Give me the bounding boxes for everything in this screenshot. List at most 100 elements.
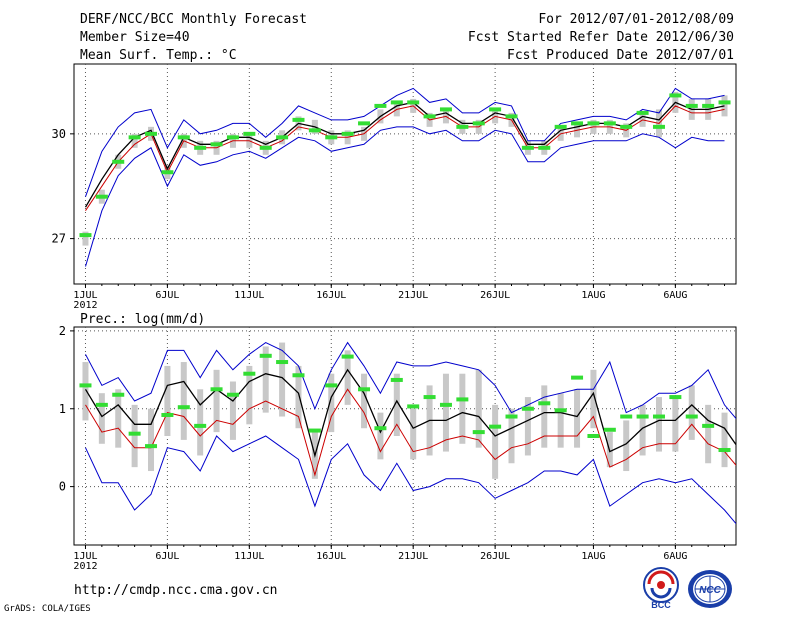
prec-spread-box	[541, 385, 548, 448]
prec-spread-box	[393, 373, 400, 436]
temp-observed-marker	[407, 100, 420, 105]
prec-spread-box	[738, 428, 744, 486]
fcst-produced-date: Fcst Produced Date 2012/07/01	[507, 48, 734, 63]
precipitation-panel: 1JUL 6JUL 11JUL 16JUL 21JUL 26JUL 1AUG 6AUG2012…	[59, 324, 744, 572]
prec-spread-box	[279, 342, 286, 417]
prec-min-line	[85, 435, 736, 525]
temp-observed-marker	[587, 121, 600, 126]
bcc-logo: BCC	[643, 567, 679, 610]
temp-spread-box	[721, 95, 728, 117]
prec-xtick-label: 6JUL	[155, 551, 179, 562]
temp-observed-marker	[505, 114, 518, 119]
temp-observed-marker	[177, 135, 190, 140]
precip-panel-label: Prec.: log(mm/d)	[80, 312, 206, 327]
temp-xtick-label: 1JUL	[73, 290, 97, 301]
fcst-started-date: Fcst Started Refer Date 2012/06/30	[467, 30, 734, 45]
prec-observed-marker	[145, 444, 158, 449]
prec-observed-marker	[276, 360, 289, 365]
temp-observed-marker	[243, 131, 256, 136]
temp-xtick-label: 6JUL	[155, 290, 179, 301]
temp-xtick-label: 1AUG	[581, 290, 605, 301]
temp-observed-marker	[226, 135, 239, 140]
temp-observed-marker	[194, 145, 207, 150]
prec-observed-marker	[439, 402, 452, 407]
prec-observed-marker	[79, 383, 92, 388]
prec-observed-marker	[702, 423, 715, 428]
temp-observed-marker	[145, 131, 158, 136]
prec-observed-marker	[128, 431, 141, 436]
prec-observed-marker	[243, 371, 256, 376]
prec-spread-box	[115, 389, 122, 448]
prec-spread-box	[361, 373, 368, 429]
prec-xtick-label: 1JUL	[73, 551, 97, 562]
prec-spread-box	[557, 393, 564, 448]
forecast-period: For 2012/07/01-2012/08/09	[538, 12, 734, 27]
temp-observed-marker	[554, 124, 567, 129]
member-size-label: Member Size=40	[80, 30, 190, 45]
prec-spread-box	[459, 373, 466, 444]
temp-observed-marker	[456, 124, 469, 129]
temp-mean-line	[84, 101, 725, 208]
temp-spread-box	[131, 133, 138, 148]
temp-observed-marker	[489, 107, 502, 112]
temp-observed-marker	[341, 131, 354, 136]
prec-observed-marker	[374, 426, 387, 431]
prec-spread-box	[688, 385, 695, 440]
temp-observed-marker	[423, 114, 436, 119]
prec-observed-marker	[390, 377, 403, 382]
prec-observed-marker	[685, 414, 698, 419]
prec-spread-box	[574, 389, 581, 448]
ncc-logo: NCC	[688, 570, 732, 608]
grads-credit: GrADS: COLA/IGES	[4, 604, 91, 614]
prec-mean-line	[84, 368, 736, 458]
prec-spread-box	[377, 412, 384, 460]
temp-observed-marker	[390, 100, 403, 105]
prec-observed-marker	[669, 395, 682, 400]
temp-observed-marker	[439, 107, 452, 112]
prec-spread-box	[410, 408, 417, 460]
prec-spread-box	[524, 397, 531, 456]
prec-observed-marker	[358, 387, 371, 392]
prec-observed-marker	[489, 424, 502, 429]
prec-observed-marker	[505, 414, 518, 419]
prec-observed-marker	[407, 404, 420, 409]
temp-observed-marker	[718, 100, 731, 105]
prec-spread-box	[492, 404, 499, 479]
prec-xtick-label: 1AUG	[581, 551, 605, 562]
prec-spread-box	[590, 369, 597, 429]
prec-spread-box	[164, 365, 171, 436]
temp-observed-marker	[652, 124, 665, 129]
prec-observed-marker	[259, 353, 272, 358]
prec-spread-box	[672, 397, 679, 452]
prec-spread-box	[328, 373, 335, 433]
prec-observed-marker	[603, 427, 616, 432]
prec-spread-box	[98, 393, 105, 444]
prec-spread-box	[655, 397, 662, 452]
temp-observed-marker	[620, 124, 633, 129]
prec-year-label: 2012	[73, 561, 97, 572]
prec-spread-box	[475, 369, 482, 448]
temp-observed-marker	[358, 121, 371, 126]
prec-spread-box	[344, 350, 351, 405]
source-url[interactable]: http://cmdp.ncc.cma.gov.cn	[74, 583, 278, 598]
prec-observed-marker	[423, 395, 436, 400]
prec-spread-box	[197, 389, 204, 456]
prec-spread-box	[180, 362, 187, 440]
temp-observed-marker	[472, 121, 485, 126]
temp-observed-marker	[308, 128, 321, 133]
prec-observed-marker	[341, 354, 354, 359]
prec-observed-marker	[325, 383, 338, 388]
prec-observed-marker	[456, 397, 469, 402]
temperature-panel: 1JUL 6JUL 11JUL 16JUL 21JUL 26JUL 1AUG 6AUG 2012…	[52, 63, 737, 311]
temp-min-line	[85, 126, 725, 267]
prec-xtick-label: 16JUL	[316, 551, 346, 562]
prec-spread-box	[623, 420, 630, 472]
prec-observed-marker	[571, 375, 584, 380]
temp-observed-marker	[161, 170, 174, 175]
prec-spread-box	[131, 404, 138, 468]
prec-max-line	[85, 341, 736, 420]
prec-observed-marker	[636, 414, 649, 419]
prec-control-line	[85, 388, 736, 477]
prec-xtick-label: 6AUG	[663, 551, 687, 562]
